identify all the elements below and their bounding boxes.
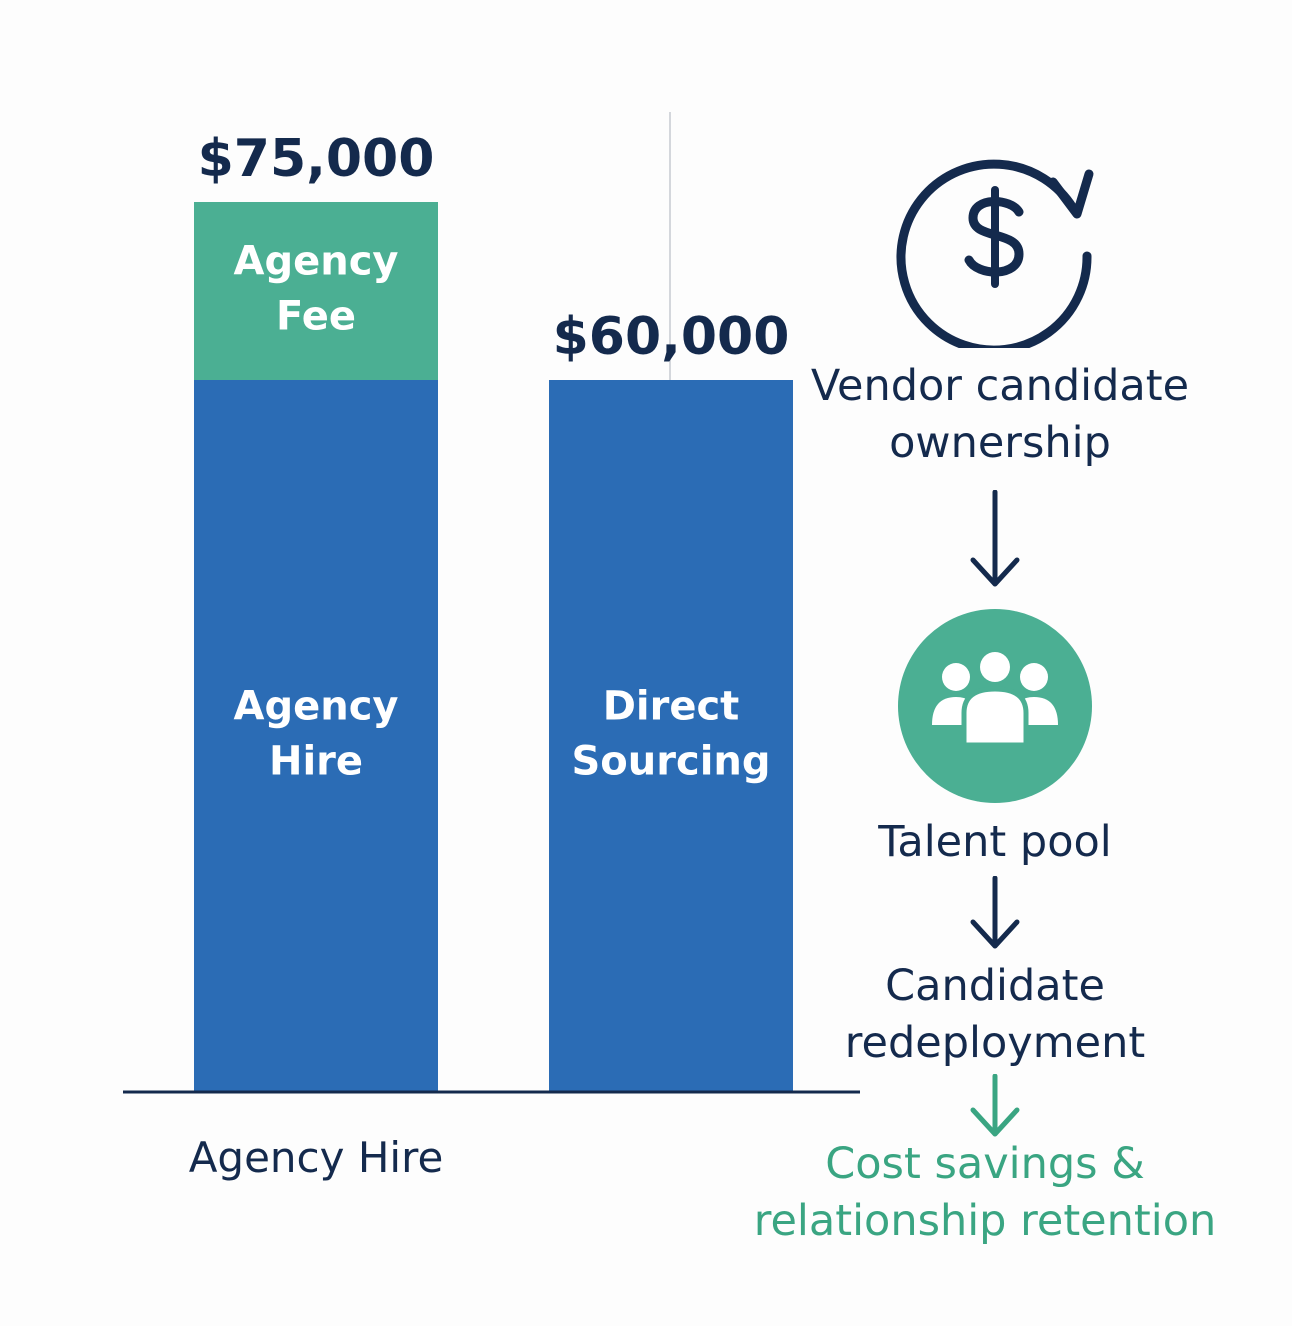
segment-label: Agency Fee — [234, 239, 399, 340]
flow-step-redeployment: Candidate redeployment — [780, 958, 1210, 1072]
arrow-down-icon — [970, 490, 1020, 587]
arrow-down-icon — [970, 876, 1020, 949]
people-group-icon — [898, 609, 1092, 803]
segment-label-line: Agency — [234, 239, 399, 285]
flow-outcome: Cost savings & relationship retention — [700, 1136, 1270, 1250]
flow-step-talent-pool: Talent pool — [780, 814, 1210, 871]
flow-step-line: Vendor candidate — [810, 361, 1190, 411]
total-value-label: $60,000 — [553, 307, 790, 367]
arrow-down-icon — [970, 1074, 1020, 1137]
flow-step-line: Candidate — [885, 961, 1105, 1011]
x-tick-label: Agency Hire — [189, 1133, 444, 1182]
bar-segment-agency-hire — [194, 380, 438, 1092]
flow-step-line: relationship retention — [753, 1195, 1217, 1246]
total-value-label: $75,000 — [198, 129, 435, 189]
segment-label-line: Direct — [603, 684, 740, 730]
segment-label-line: Fee — [276, 294, 356, 340]
segment-label: Direct Sourcing — [571, 684, 770, 785]
flow-step-line: Talent pool — [878, 817, 1112, 867]
dollar-cycle-icon — [896, 159, 1094, 348]
bar-segment-agency-fee — [194, 202, 438, 380]
flow-step-line: redeployment — [844, 1017, 1146, 1068]
segment-label-line: Sourcing — [571, 739, 770, 785]
flow-step-vendor-ownership: Vendor candidate ownership — [780, 358, 1220, 472]
bar-segment-direct-sourcing — [549, 380, 793, 1092]
segment-label: Agency Hire — [234, 684, 399, 785]
flow-step-line: ownership — [889, 417, 1111, 468]
segment-label-line: Hire — [269, 739, 363, 785]
flow-step-line: Cost savings & — [825, 1139, 1145, 1189]
segment-label-line: Agency — [234, 684, 399, 730]
